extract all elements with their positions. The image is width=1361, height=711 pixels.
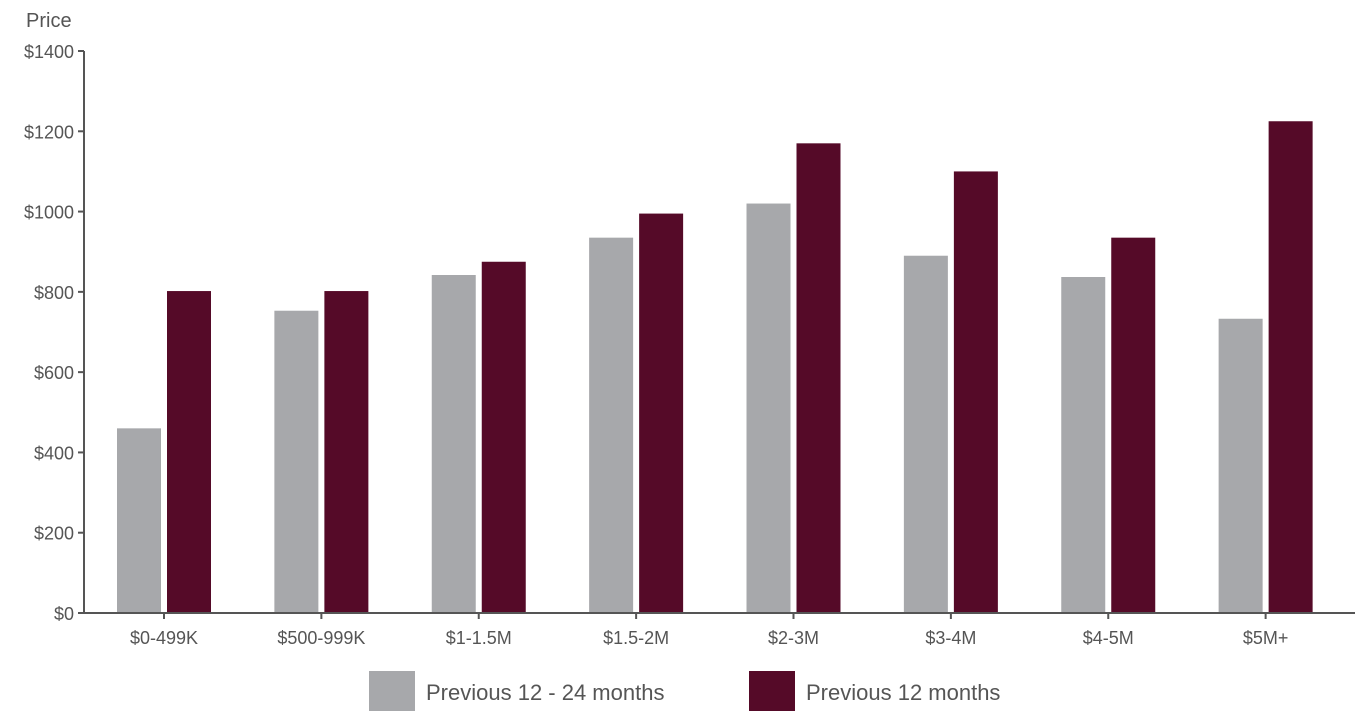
bar-prev-12 [324, 291, 369, 613]
bar-prev-12 [1111, 237, 1156, 613]
bar-prev-12 [796, 143, 841, 614]
x-tick-label: $500-999K [277, 628, 365, 648]
x-axis-ticks: $0-499K $500-999K $1-1.5M $1.5-2M $2-3M $3-4M… [130, 613, 1288, 648]
x-tick-label: $0-499K [130, 628, 198, 648]
y-tick-label: $1200 [24, 122, 74, 142]
bar-prev-12 [953, 171, 998, 613]
legend: Previous 12 - 24 months Previous 12 month… [369, 671, 1000, 711]
x-tick-label: $4-5M [1083, 628, 1134, 648]
y-tick-label: $1000 [24, 203, 74, 223]
legend-label: Previous 12 - 24 months [426, 680, 664, 705]
legend-swatch [369, 671, 415, 711]
y-tick-label: $200 [34, 524, 74, 544]
y-axis-label: Price [26, 10, 72, 32]
bar-prev-12-24 [746, 203, 791, 614]
x-tick-label: $2-3M [768, 628, 819, 648]
y-tick-label: $0 [54, 604, 74, 624]
y-tick-label: $1400 [24, 42, 74, 62]
legend-label: Previous 12 months [806, 680, 1000, 705]
bar-prev-12-24 [903, 255, 948, 613]
x-tick-label: $1-1.5M [446, 628, 512, 648]
bar-prev-12-24 [117, 428, 161, 613]
bar-prev-12 [167, 291, 211, 613]
bars [117, 121, 1313, 614]
bar-prev-12-24 [1218, 318, 1263, 613]
y-axis-ticks: $0 $200 $400 $600 $800 $1000 $1200 $1400 [24, 42, 84, 624]
bar-prev-12-24 [589, 237, 634, 613]
bar-prev-12-24 [1061, 277, 1106, 613]
bar-prev-12 [1268, 121, 1313, 613]
y-tick-label: $600 [34, 363, 74, 383]
legend-swatch [749, 671, 795, 711]
y-tick-label: $800 [34, 283, 74, 303]
bar-prev-12 [481, 261, 526, 613]
x-tick-label: $3-4M [925, 628, 976, 648]
bar-prev-12-24 [431, 274, 476, 613]
x-tick-label: $1.5-2M [603, 628, 669, 648]
y-tick-label: $400 [34, 443, 74, 463]
x-tick-label: $5M+ [1243, 628, 1289, 648]
bar-prev-12-24 [274, 310, 319, 613]
bar-prev-12 [639, 213, 684, 614]
